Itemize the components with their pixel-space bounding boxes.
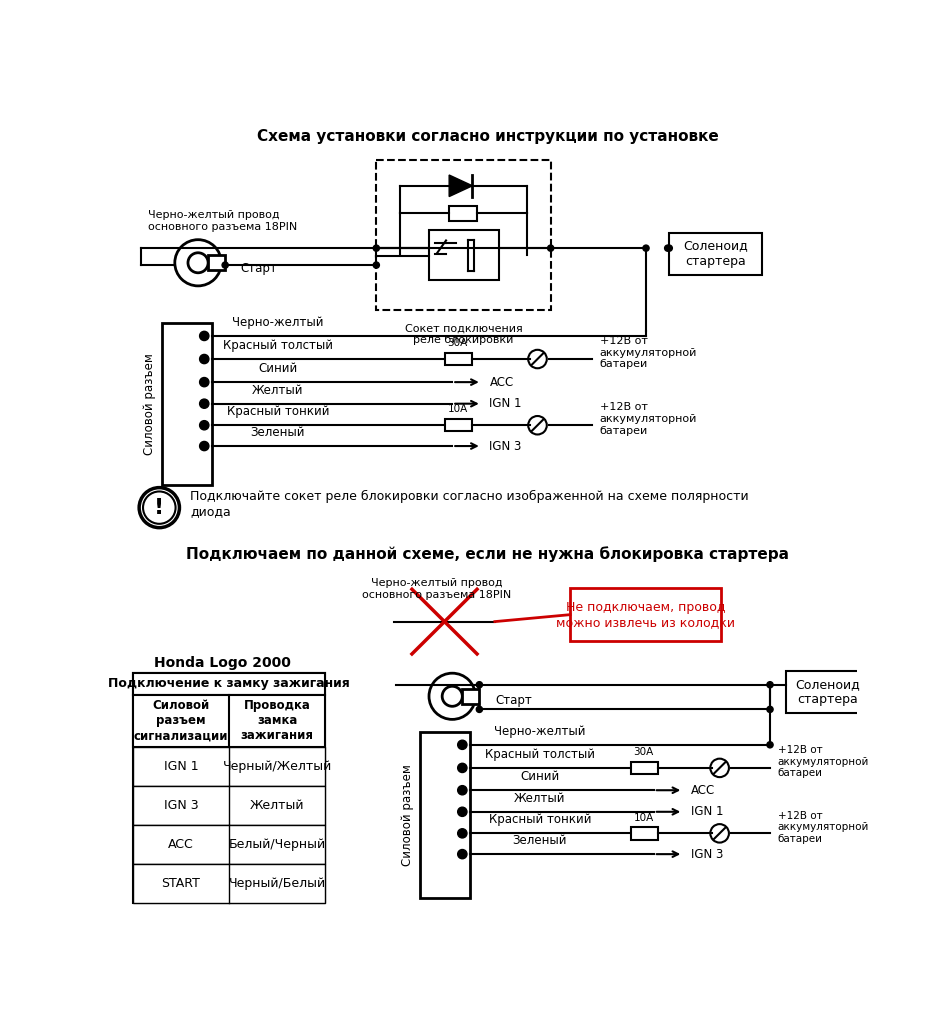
Text: Желтый: Желтый — [252, 383, 304, 397]
Text: Силовой разъем: Силовой разъем — [401, 764, 414, 867]
Circle shape — [200, 399, 208, 409]
Text: ACC: ACC — [489, 376, 514, 388]
Text: 10A: 10A — [633, 812, 654, 823]
Text: IGN 3: IGN 3 — [164, 799, 198, 811]
Circle shape — [200, 421, 208, 430]
Text: Не подключаем, провод
можно извлечь из колодки: Не подключаем, провод можно извлечь из к… — [556, 601, 735, 629]
Circle shape — [200, 331, 208, 340]
Circle shape — [458, 849, 467, 858]
Circle shape — [458, 740, 467, 749]
Text: IGN 3: IGN 3 — [691, 847, 724, 861]
Bar — [445, 419, 471, 431]
Text: 30A: 30A — [447, 338, 467, 349]
Text: Зеленый: Зеленый — [512, 834, 567, 847]
Text: +12В от
аккумуляторной
батареи: +12В от аккумуляторной батареи — [778, 810, 869, 844]
Text: Старт: Старт — [495, 694, 531, 706]
Circle shape — [547, 245, 554, 251]
Circle shape — [767, 742, 773, 748]
Bar — [630, 827, 658, 839]
Text: Проводка
замка
зажигания: Проводка замка зажигания — [241, 699, 313, 742]
Bar — [630, 761, 658, 774]
Text: Желтый: Желтый — [249, 799, 305, 811]
Bar — [570, 589, 722, 641]
Circle shape — [666, 245, 672, 251]
Circle shape — [373, 245, 380, 251]
Circle shape — [458, 807, 467, 817]
Text: Схема установки согласно инструкции по установке: Схема установки согласно инструкции по у… — [257, 129, 719, 144]
Text: !: ! — [154, 498, 165, 517]
Text: Силовой
разъем
сигнализации: Силовой разъем сигнализации — [133, 699, 228, 742]
Text: Черный/Белый: Черный/Белый — [228, 877, 326, 890]
Text: IGN 1: IGN 1 — [164, 760, 198, 773]
Polygon shape — [449, 175, 472, 196]
Bar — [133, 864, 326, 902]
Bar — [669, 233, 763, 275]
Bar — [162, 323, 212, 484]
Bar — [133, 825, 326, 864]
Text: START: START — [162, 877, 201, 890]
Text: IGN 1: IGN 1 — [489, 398, 522, 410]
Text: Черный/Желтый: Черный/Желтый — [223, 760, 331, 773]
Text: Соленоид
стартера: Соленоид стартера — [796, 679, 861, 706]
Text: +12В от
аккумуляторной
батареи: +12В от аккумуляторной батареи — [778, 745, 869, 779]
Text: Подключайте сокет реле блокировки согласно изображенной на схеме полярности
диод: Подключайте сокет реле блокировки соглас… — [190, 490, 749, 518]
Bar — [420, 733, 470, 898]
Circle shape — [458, 763, 467, 773]
Bar — [429, 230, 499, 280]
Text: IGN 3: IGN 3 — [489, 439, 522, 453]
Circle shape — [200, 355, 208, 364]
Bar — [133, 695, 326, 747]
Bar — [376, 159, 550, 310]
Text: Синий: Синий — [520, 771, 560, 783]
Text: Подключение к замку зажигания: Подключение к замку зажигания — [109, 678, 350, 691]
Text: Красный тонкий: Красный тонкий — [488, 814, 591, 827]
Bar — [208, 256, 226, 271]
Text: Зеленый: Зеленый — [250, 426, 306, 439]
Text: +12В от
аккумуляторной
батареи: +12В от аккумуляторной батареи — [600, 403, 697, 435]
Text: Черно-желтый: Черно-желтый — [232, 316, 324, 329]
Circle shape — [476, 706, 483, 712]
Text: Черно-желтый: Черно-желтый — [494, 725, 585, 738]
Text: IGN 1: IGN 1 — [691, 805, 724, 819]
Text: Черно-желтый провод
основного разъема 18PIN: Черно-желтый провод основного разъема 18… — [149, 211, 298, 232]
Circle shape — [664, 245, 671, 251]
Text: 30A: 30A — [633, 747, 654, 757]
Circle shape — [476, 682, 483, 688]
Circle shape — [222, 262, 228, 268]
Text: ACC: ACC — [691, 784, 715, 797]
Bar — [133, 786, 326, 825]
Text: ACC: ACC — [169, 838, 194, 851]
Text: Красный тонкий: Красный тонкий — [227, 406, 329, 418]
Text: 10A: 10A — [447, 405, 467, 415]
Circle shape — [767, 682, 773, 688]
Circle shape — [200, 442, 208, 451]
Text: Honda Logo 2000: Honda Logo 2000 — [153, 656, 290, 670]
Bar — [449, 205, 477, 221]
Bar — [445, 353, 471, 365]
Bar — [133, 673, 326, 695]
Circle shape — [373, 262, 380, 268]
Circle shape — [458, 829, 467, 838]
Bar — [133, 673, 326, 902]
Text: Красный толстый: Красный толстый — [223, 339, 333, 353]
Text: Старт: Старт — [241, 263, 277, 276]
Circle shape — [458, 786, 467, 795]
Text: Соленоид
стартера: Соленоид стартера — [684, 239, 748, 268]
Circle shape — [200, 377, 208, 386]
Bar — [785, 670, 871, 713]
Bar — [133, 747, 326, 786]
Bar — [463, 689, 480, 704]
Text: Белый/Черный: Белый/Черный — [228, 838, 326, 851]
Text: Подключаем по данной схеме, если не нужна блокировка стартера: Подключаем по данной схеме, если не нужн… — [187, 546, 789, 562]
Circle shape — [767, 706, 773, 712]
Text: Силовой разъем: Силовой разъем — [143, 353, 156, 455]
Text: Красный толстый: Красный толстый — [485, 748, 595, 761]
Text: +12В от
аккумуляторной
батареи: +12В от аккумуляторной батареи — [600, 336, 697, 370]
Text: Желтый: Желтый — [514, 792, 565, 805]
Text: Черно-желтый провод
основного разъема 18PIN: Черно-желтый провод основного разъема 18… — [362, 578, 511, 600]
Text: Синий: Синий — [258, 362, 297, 375]
Text: Сокет подключения
реле блокировки: Сокет подключения реле блокировки — [405, 324, 523, 345]
Circle shape — [643, 245, 649, 251]
